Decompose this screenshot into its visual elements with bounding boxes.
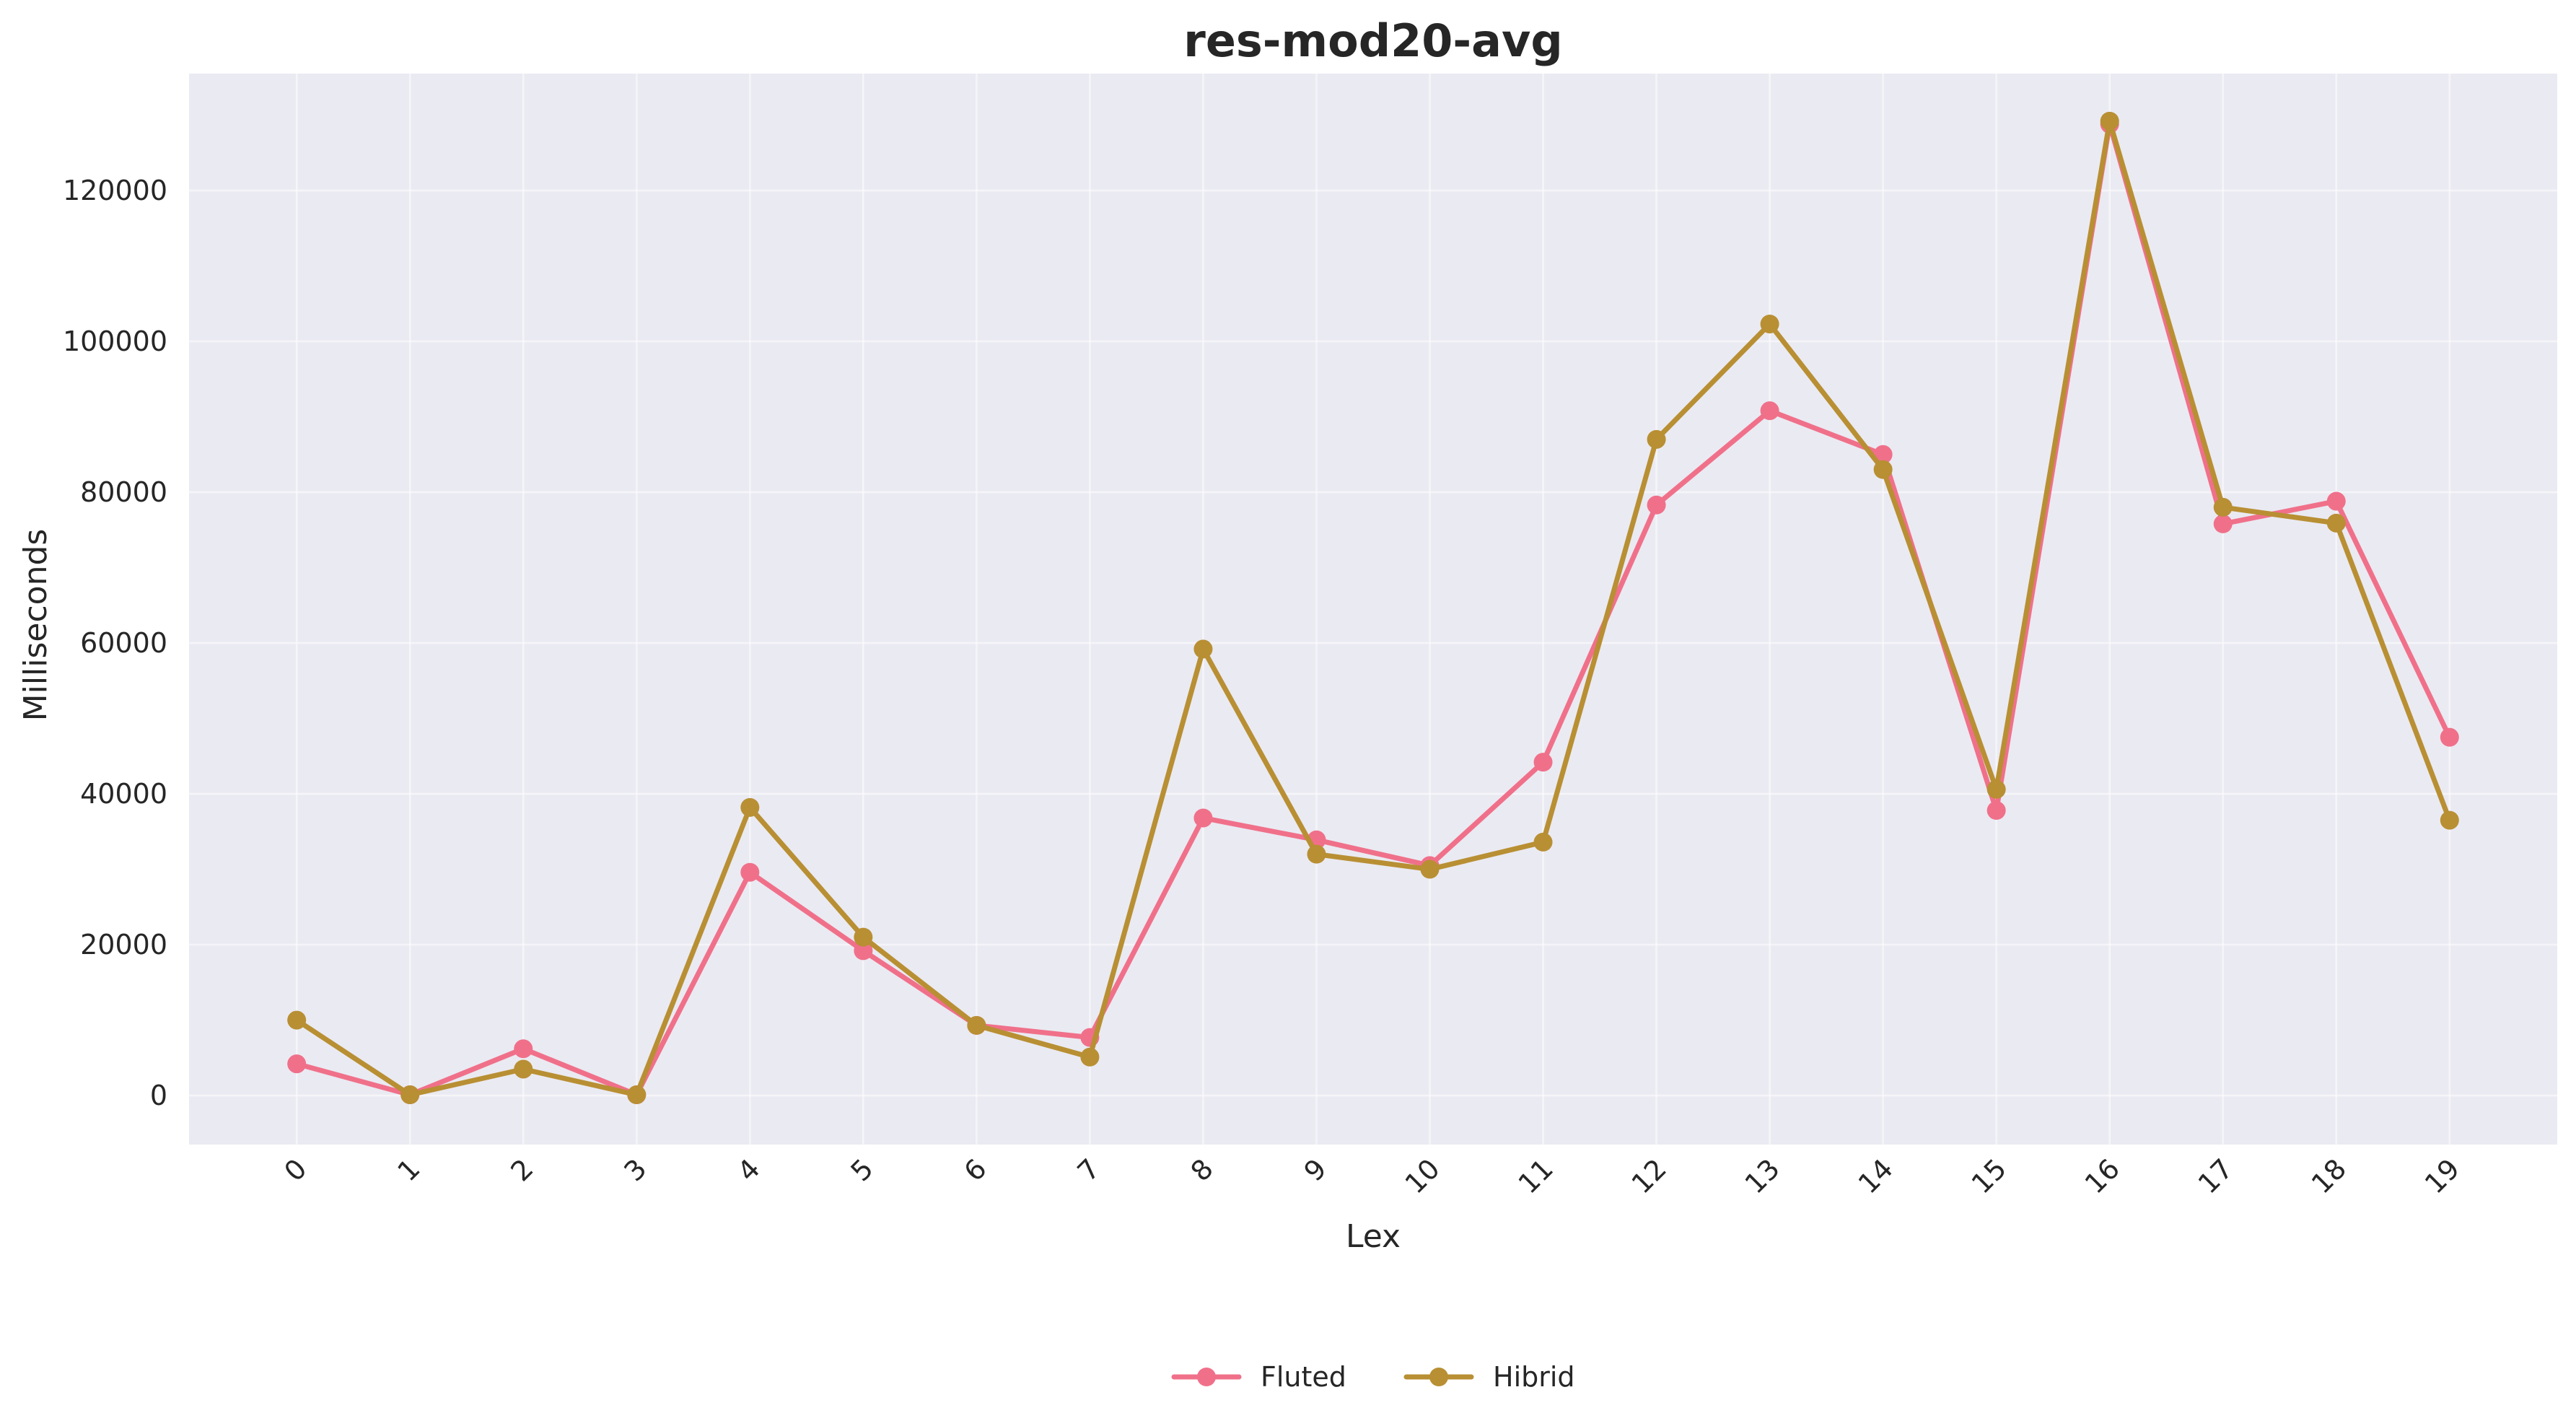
y-tick-label: 40000: [80, 778, 167, 810]
x-tick-label: 2: [504, 1152, 539, 1187]
legend-marker-hibrid: [1429, 1368, 1448, 1386]
legend-item-hibrid: Hibrid: [1403, 1361, 1575, 1393]
x-tick-label: 11: [1512, 1152, 1559, 1199]
x-tick-label: 12: [1626, 1152, 1673, 1199]
legend-marker-fluted: [1197, 1368, 1216, 1386]
data-point-hibrid: [2326, 513, 2346, 533]
y-tick-label: 120000: [63, 175, 167, 206]
data-point-hibrid: [1420, 859, 1440, 879]
data-point-fluted: [1647, 495, 1666, 515]
data-point-fluted: [1873, 445, 1893, 464]
y-tick-label: 100000: [63, 325, 167, 357]
data-point-hibrid: [287, 1010, 307, 1030]
data-point-hibrid: [2213, 497, 2233, 517]
x-tick-label: 15: [1966, 1152, 2012, 1199]
y-tick-label: 80000: [80, 476, 167, 508]
legend-item-fluted: Fluted: [1171, 1361, 1346, 1393]
x-tick-label: 0: [278, 1152, 312, 1187]
data-point-hibrid: [2100, 111, 2119, 131]
x-tick-label: 7: [1072, 1152, 1106, 1187]
x-tick-label: 13: [1739, 1152, 1786, 1199]
data-point-fluted: [1193, 808, 1213, 828]
data-point-hibrid: [1647, 429, 1666, 449]
data-point-hibrid: [740, 797, 760, 817]
series-line-hibrid: [294, 118, 2453, 1098]
x-axis-label: Lex: [1346, 1218, 1401, 1255]
data-point-fluted: [2213, 514, 2233, 533]
data-point-fluted: [2440, 727, 2459, 747]
data-point-hibrid: [967, 1015, 986, 1035]
data-point-fluted: [287, 1054, 307, 1074]
data-point-hibrid: [627, 1085, 647, 1105]
y-axis-ticks: 0 20000 40000 60000 80000 100000 120000: [63, 175, 167, 1111]
y-tick-label: 0: [150, 1080, 167, 1111]
legend: Fluted Hibrid: [1171, 1361, 1575, 1393]
series-layer: [287, 111, 2459, 1105]
x-tick-label: 10: [1399, 1152, 1446, 1199]
data-point-fluted: [2326, 491, 2346, 511]
data-point-fluted: [1533, 753, 1553, 772]
data-point-hibrid: [1080, 1047, 1100, 1067]
data-point-hibrid: [1760, 314, 1779, 333]
y-tick-label: 20000: [80, 929, 167, 961]
data-point-hibrid: [2440, 810, 2459, 830]
x-tick-label: 14: [1852, 1152, 1899, 1199]
data-point-hibrid: [1533, 832, 1553, 852]
y-tick-label: 60000: [80, 627, 167, 659]
data-point-hibrid: [1307, 844, 1326, 864]
data-point-hibrid: [1986, 779, 2006, 799]
x-tick-label: 4: [731, 1152, 766, 1187]
plot-area: [189, 74, 2557, 1145]
x-tick-label: 1: [391, 1152, 426, 1187]
data-point-hibrid: [1873, 460, 1893, 479]
data-point-fluted: [1986, 801, 2006, 821]
legend-label-hibrid: Hibrid: [1493, 1361, 1575, 1393]
grid: [189, 74, 2557, 1145]
x-tick-label: 3: [618, 1152, 652, 1187]
data-point-fluted: [1760, 401, 1779, 421]
x-tick-label: 9: [1298, 1152, 1333, 1187]
x-tick-label: 16: [2079, 1152, 2126, 1199]
data-point-fluted: [514, 1039, 533, 1059]
chart-title: res-mod20-avg: [1183, 14, 1563, 67]
x-tick-label: 17: [2192, 1152, 2239, 1199]
x-tick-label: 8: [1185, 1152, 1219, 1187]
data-point-fluted: [740, 862, 760, 882]
data-point-hibrid: [514, 1059, 533, 1079]
x-tick-label: 19: [2419, 1152, 2466, 1199]
data-point-hibrid: [854, 927, 873, 947]
x-axis-ticks: 0 1 2 3 4 5 6 7 8 9 10 11 12 13 14 15 16 17 18 19: [278, 1152, 2466, 1199]
x-tick-label: 18: [2305, 1152, 2352, 1199]
data-point-hibrid: [400, 1085, 420, 1105]
data-point-hibrid: [1193, 639, 1213, 659]
data-point-fluted: [854, 941, 873, 961]
x-tick-label: 5: [844, 1152, 879, 1187]
legend-label-fluted: Fluted: [1261, 1361, 1346, 1393]
series-hibrid: [287, 111, 2459, 1105]
x-tick-label: 6: [958, 1152, 993, 1187]
y-axis-label: Milliseconds: [17, 529, 54, 722]
